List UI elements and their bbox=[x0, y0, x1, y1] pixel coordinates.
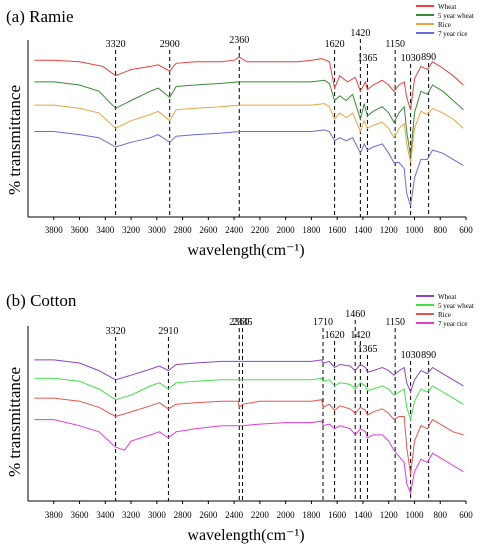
ramie-x-tick-label: 1600 bbox=[328, 225, 347, 235]
ramie-x-tick-label: 600 bbox=[459, 225, 473, 235]
cotton-x-tick-label: 1000 bbox=[405, 510, 424, 520]
cotton-x-axis: 3800 3600 3400 3200 3000 2800 2600 2400 2200 2000… bbox=[27, 326, 473, 520]
cotton-x-tick-label: 800 bbox=[433, 510, 447, 520]
cotton-x-tick-label: 3400 bbox=[96, 510, 115, 520]
cotton-peak-label: 3320 bbox=[106, 326, 126, 337]
cotton-x-tick-label: 2000 bbox=[277, 510, 296, 520]
ramie-series-line bbox=[34, 103, 464, 163]
ramie-legend-label: Wheat bbox=[438, 3, 456, 11]
cotton-legend-label: 7 year rice bbox=[438, 320, 468, 328]
cotton-x-tick-label: 2800 bbox=[174, 510, 193, 520]
ramie-peak-markers: 3320 2900 2360 1620 1420 1365 1150 1030 890 bbox=[106, 28, 436, 217]
cotton-y-axis-label: % transmittance bbox=[5, 367, 24, 477]
ramie-x-tick-label: 3800 bbox=[45, 225, 64, 235]
ramie-peak-label: 1150 bbox=[385, 39, 405, 50]
ramie-x-tick-label: 3200 bbox=[122, 225, 141, 235]
cotton-peak-label: 890 bbox=[421, 350, 436, 361]
cotton-x-tick-label: 3200 bbox=[122, 510, 141, 520]
ramie-legend-label: 5 year wheat bbox=[438, 12, 474, 20]
cotton-series-line bbox=[34, 359, 464, 394]
cotton-x-tick-label: 1600 bbox=[328, 510, 347, 520]
cotton-peak-label: 1710 bbox=[313, 317, 333, 328]
ramie-x-tick-label: 2200 bbox=[251, 225, 270, 235]
ramie-x-axis: 3800 3600 3400 3200 3000 2800 2600 2400 2200 2000… bbox=[27, 40, 473, 235]
ramie-series-line bbox=[34, 129, 464, 207]
ramie-y-axis-label: % transmittance bbox=[5, 85, 24, 195]
ramie-x-axis-label: wavelength(cm⁻¹) bbox=[187, 242, 304, 259]
cotton-series-line bbox=[34, 419, 464, 495]
ramie-legend-label: 7 year rice bbox=[438, 30, 468, 38]
cotton-panel: (b) Cotton % transmittance wavelength(cm… bbox=[5, 291, 474, 544]
cotton-x-tick-label: 2400 bbox=[225, 510, 244, 520]
ramie-x-tick-label: 2800 bbox=[174, 225, 193, 235]
cotton-x-tick-label: 1200 bbox=[380, 510, 399, 520]
ramie-x-tick-label: 2400 bbox=[225, 225, 244, 235]
cotton-x-tick-label: 2600 bbox=[199, 510, 218, 520]
cotton-peak-label: 1030 bbox=[401, 350, 421, 361]
ramie-x-tick-label: 1400 bbox=[354, 225, 373, 235]
ramie-x-tick-label: 3600 bbox=[71, 225, 90, 235]
cotton-x-tick-label: 2200 bbox=[251, 510, 270, 520]
ramie-x-tick-label: 1800 bbox=[302, 225, 321, 235]
cotton-peak-label: 1460 bbox=[345, 309, 365, 320]
cotton-series-line bbox=[34, 397, 464, 475]
ramie-x-tick-label: 1000 bbox=[405, 225, 424, 235]
ramie-peak-label: 890 bbox=[421, 52, 436, 63]
ramie-x-tick-label: 2600 bbox=[199, 225, 218, 235]
ramie-peak-label: 1365 bbox=[357, 53, 377, 64]
ramie-peak-label: 2900 bbox=[160, 39, 180, 50]
ramie-legend-label: Rice bbox=[438, 21, 451, 29]
cotton-x-axis-label: wavelength(cm⁻¹) bbox=[187, 527, 304, 544]
ramie-peak-label: 1420 bbox=[350, 28, 370, 39]
cotton-peak-label: 2360 bbox=[229, 317, 249, 328]
cotton-peak-label: 1420 bbox=[350, 330, 370, 341]
ramie-x-tick-label: 3000 bbox=[148, 225, 167, 235]
cotton-x-tick-label: 1400 bbox=[354, 510, 373, 520]
ramie-peak-label: 2360 bbox=[229, 35, 249, 46]
cotton-legend-label: Wheat bbox=[438, 293, 456, 301]
cotton-spectra bbox=[34, 359, 464, 495]
ramie-series-line bbox=[34, 79, 464, 157]
ramie-title: (a) Ramie bbox=[6, 7, 74, 26]
cotton-x-tick-label: 1800 bbox=[302, 510, 321, 520]
cotton-series-line bbox=[34, 377, 464, 422]
ramie-peak-label: 1030 bbox=[401, 53, 421, 64]
cotton-x-tick-label: 3000 bbox=[148, 510, 167, 520]
cotton-peak-label: 2335 bbox=[232, 317, 252, 328]
cotton-legend-label: Rice bbox=[438, 311, 451, 319]
ramie-x-tick-label: 2000 bbox=[277, 225, 296, 235]
ramie-panel: (a) Ramie % transmittance wavelength(cm⁻… bbox=[5, 3, 474, 259]
ramie-peak-label: 3320 bbox=[106, 39, 126, 50]
cotton-title: (b) Cotton bbox=[6, 291, 77, 310]
cotton-peak-label: 1620 bbox=[325, 330, 345, 341]
cotton-peak-label: 1365 bbox=[357, 344, 377, 355]
ramie-spectra bbox=[34, 56, 464, 207]
ramie-series-line bbox=[34, 56, 464, 110]
ramie-x-tick-label: 1200 bbox=[380, 225, 399, 235]
cotton-x-tick-label: 3600 bbox=[71, 510, 90, 520]
cotton-peak-label: 2910 bbox=[158, 326, 178, 337]
ramie-x-tick-label: 800 bbox=[433, 225, 447, 235]
ramie-peak-label: 1620 bbox=[325, 39, 345, 50]
cotton-x-tick-label: 600 bbox=[459, 510, 473, 520]
cotton-x-tick-label: 3800 bbox=[45, 510, 64, 520]
cotton-peak-label: 1150 bbox=[385, 317, 405, 328]
ramie-x-tick-label: 3400 bbox=[96, 225, 115, 235]
cotton-legend-label: 5 year wheat bbox=[438, 302, 474, 310]
